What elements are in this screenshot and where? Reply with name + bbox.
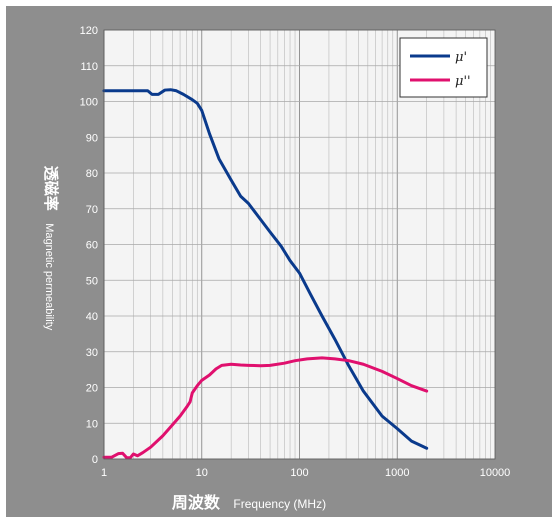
x-tick-label: 10000 [480, 467, 511, 479]
y-tick-label: 50 [86, 275, 98, 287]
x-axis-title: 周波数 Frequency (MHz) [172, 493, 326, 512]
y-tick-label: 90 [86, 132, 98, 144]
x-tick-label: 100 [290, 467, 308, 479]
x-tick-labels: 1 10 100 1000 10000 [101, 467, 510, 479]
y-tick-label: 60 [86, 240, 98, 252]
y-tick-label: 10 [86, 418, 98, 430]
y-tick-label: 70 [86, 204, 98, 216]
series-line-mu-prime [102, 88, 429, 450]
y-tick-label: 80 [86, 168, 98, 180]
legend-label-mu-prime: μ' [455, 50, 467, 65]
series-line-mu-double-prime [102, 356, 429, 460]
x-tick-label: 10 [196, 467, 208, 479]
y-tick-labels: 0 10 20 30 40 50 60 70 80 90 100 110 120 [80, 25, 98, 466]
legend-label-mu-double-prime: μ'' [455, 74, 471, 89]
y-axis-title: 透磁率 Magnetic permeability [42, 166, 60, 331]
x-tick-label: 1 [101, 467, 107, 479]
y-axis-title-en: Magnetic permeability [43, 223, 55, 330]
chart-frame: 1 10 100 1000 10000 0 10 20 30 40 50 60 70 80 90 100 11… [6, 6, 552, 517]
y-tick-label: 40 [86, 311, 98, 323]
y-tick-label: 20 [86, 383, 98, 395]
x-tick-label: 1000 [385, 467, 409, 479]
x-axis-title-en: Frequency (MHz) [233, 497, 326, 511]
y-axis-title-cn: 透磁率 [42, 166, 60, 211]
y-tick-label: 0 [92, 454, 98, 466]
y-tick-label: 120 [80, 25, 98, 37]
y-tick-label: 100 [80, 97, 98, 109]
legend: μ' μ'' [399, 37, 488, 98]
svg-text:透磁率 Magnetic permeabil: 透磁率 Magnetic permeability [42, 166, 60, 331]
y-tick-label: 30 [86, 347, 98, 359]
plot-border [103, 29, 496, 460]
permeability-chart: 1 10 100 1000 10000 010203040506070809010011… [42, 25, 510, 512]
svg-text:周波数 Frequency (MHz): 周波数 Frequency (MHz) [172, 493, 326, 512]
x-axis-title-cn: 周波数 [172, 493, 221, 512]
legend-box [399, 37, 488, 98]
y-tick-label: 110 [80, 61, 98, 73]
series-lines [102, 88, 429, 460]
